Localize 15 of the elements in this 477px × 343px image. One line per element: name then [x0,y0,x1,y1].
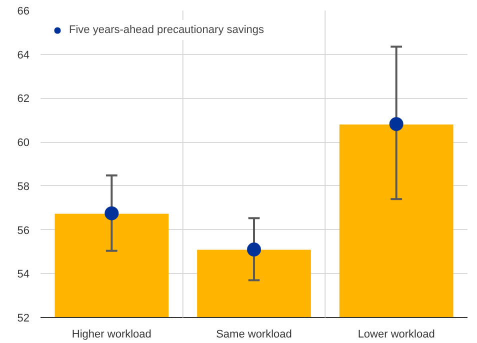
x-tick-label: Lower workload [358,328,435,340]
point [389,117,404,132]
legend-label: Five years-ahead precautionary savings [69,24,264,36]
x-tick-label: Higher workload [72,328,152,340]
y-tick-label: 52 [17,312,30,324]
y-tick-label: 64 [17,49,30,62]
y-tick-label: 60 [17,137,30,150]
y-tick-label: 54 [17,268,30,281]
x-tick-label: Same workload [216,328,292,340]
point [104,206,119,220]
y-tick-label: 62 [17,93,30,106]
y-tick-label: 66 [17,6,30,18]
y-tick-label: 56 [17,224,30,237]
y-tick-label: 58 [17,180,30,193]
point [247,242,261,257]
